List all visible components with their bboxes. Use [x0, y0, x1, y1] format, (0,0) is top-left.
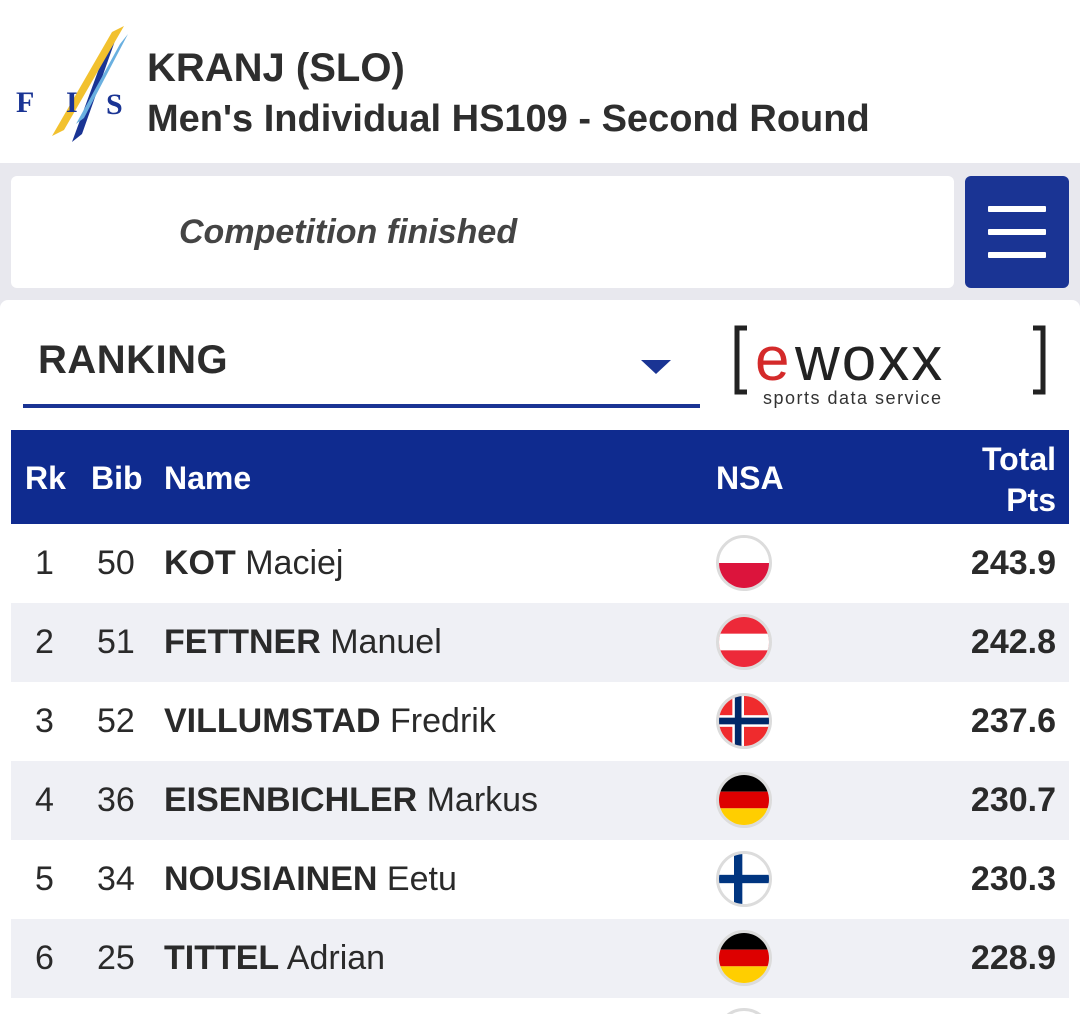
- total-points-cell: 230.7: [970, 781, 1056, 819]
- total-points-cell: 242.8: [970, 623, 1056, 661]
- athlete-first-name: Manuel: [330, 623, 442, 661]
- table-row[interactable]: 3 52 VILLUMSTAD Fredrik 237.6: [11, 682, 1069, 761]
- flag-ger-icon: [716, 930, 772, 986]
- page-subtitle: Men's Individual HS109 - Second Round: [147, 98, 870, 140]
- rank-cell: 3: [35, 702, 54, 740]
- page-title: KRANJ (SLO): [147, 46, 405, 90]
- fis-logo: F I S: [16, 26, 128, 142]
- menu-button[interactable]: [965, 176, 1069, 288]
- svg-text:woxx: woxx: [794, 325, 944, 394]
- flag-ger-icon: [716, 772, 772, 828]
- column-header-total-pts[interactable]: Total Pts: [981, 441, 1056, 518]
- athlete-first-name: Maciej: [245, 544, 344, 582]
- bib-cell: 34: [97, 860, 135, 898]
- flag-pol-icon: [716, 535, 772, 591]
- results-panel: RANKING e woxx sports data service Rk Bi…: [0, 300, 1080, 1014]
- athlete-last-name: EISENBICHLER: [164, 781, 418, 819]
- athlete-name: KOT Maciej: [164, 544, 343, 583]
- table-row[interactable]: 6 25 TITTEL Adrian 228.9: [11, 919, 1069, 998]
- bib-cell: 50: [97, 544, 135, 582]
- athlete-last-name: FETTNER: [164, 623, 321, 661]
- table-header: Rk Bib Name NSA Total Pts: [11, 430, 1069, 524]
- app-header: F I S KRANJ (SLO) Men's Individual HS109…: [0, 0, 1080, 163]
- athlete-name: FETTNER Manuel: [164, 623, 442, 662]
- bib-cell: 51: [97, 623, 135, 661]
- flag-fin-icon: [716, 851, 772, 907]
- flag-icon: [716, 1008, 772, 1014]
- column-header-rank[interactable]: Rk: [25, 460, 66, 496]
- svg-text:sports data service: sports data service: [763, 388, 943, 408]
- athlete-name: EISENBICHLER Markus: [164, 781, 538, 820]
- athlete-first-name: Adrian: [286, 939, 386, 977]
- total-points-cell: 237.6: [970, 702, 1056, 740]
- view-selector-dropdown[interactable]: RANKING: [23, 332, 700, 408]
- athlete-first-name: Markus: [426, 781, 539, 819]
- ewoxx-sponsor-logo: e woxx sports data service: [734, 325, 1046, 408]
- bib-cell: 36: [97, 781, 135, 819]
- ranking-table: Rk Bib Name NSA Total Pts 1 50 KOT Maciej 2…: [11, 430, 1069, 1014]
- flag-aut-icon: [716, 614, 772, 670]
- table-row-partial: [11, 998, 1069, 1014]
- rank-cell: 5: [35, 860, 54, 898]
- column-header-nsa[interactable]: NSA: [716, 460, 784, 496]
- column-header-name[interactable]: Name: [164, 460, 252, 496]
- athlete-last-name: KOT: [164, 544, 236, 582]
- athlete-last-name: TITTEL: [164, 939, 280, 977]
- athlete-last-name: NOUSIAINEN: [164, 860, 378, 898]
- svg-text:S: S: [106, 88, 123, 121]
- svg-text:I: I: [66, 86, 78, 119]
- svg-text:F: F: [16, 86, 34, 119]
- table-row[interactable]: 2 51 FETTNER Manuel 242.8: [11, 603, 1069, 682]
- column-header-bib[interactable]: Bib: [91, 460, 143, 496]
- table-row[interactable]: 4 36 EISENBICHLER Markus 230.7: [11, 761, 1069, 840]
- rank-cell: 2: [35, 623, 54, 661]
- svg-text:e: e: [755, 325, 789, 394]
- flag-nor-icon: [716, 693, 772, 749]
- competition-status-card: Competition finished: [11, 176, 954, 288]
- rank-cell: 4: [35, 781, 54, 819]
- bib-cell: 25: [97, 939, 135, 977]
- athlete-last-name: VILLUMSTAD: [164, 702, 381, 740]
- bib-cell: 52: [97, 702, 135, 740]
- caret-down-icon: [641, 360, 671, 374]
- rank-cell: 1: [35, 544, 54, 582]
- athlete-name: TITTEL Adrian: [164, 939, 385, 978]
- athlete-name: VILLUMSTAD Fredrik: [164, 702, 496, 741]
- table-row[interactable]: 5 34 NOUSIAINEN Eetu 230.3: [11, 840, 1069, 919]
- view-selector-value: RANKING: [38, 338, 229, 382]
- total-points-cell: 228.9: [970, 939, 1056, 977]
- total-points-cell: 243.9: [970, 544, 1056, 582]
- total-points-cell: 230.3: [970, 860, 1056, 898]
- athlete-name: NOUSIAINEN Eetu: [164, 860, 457, 899]
- athlete-first-name: Fredrik: [390, 702, 496, 740]
- rank-cell: 6: [35, 939, 54, 977]
- athlete-first-name: Eetu: [386, 860, 457, 898]
- table-row[interactable]: 1 50 KOT Maciej 243.9: [11, 524, 1069, 603]
- competition-status-text: Competition finished: [179, 213, 518, 251]
